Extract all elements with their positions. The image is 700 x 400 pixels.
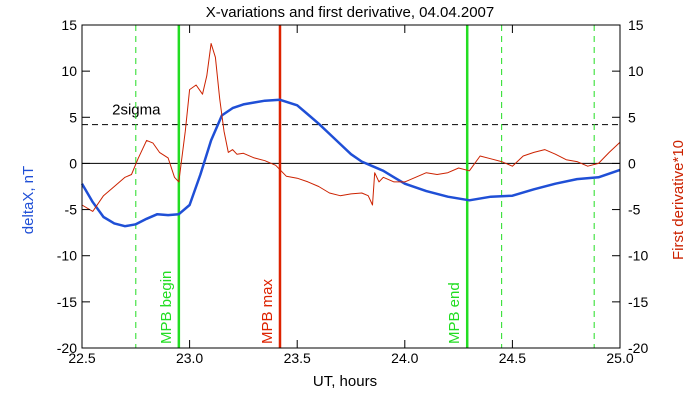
y-tick-label-right-4: -5 (628, 202, 641, 218)
chart-title: X-variations and first derivative, 04.04… (206, 4, 495, 21)
marker-label-0: MPB begin (158, 271, 175, 344)
y-tick-label-left-2: 5 (69, 109, 77, 125)
y-tick-label-left-7: -20 (57, 340, 77, 356)
y-tick-label-left-0: 15 (61, 17, 77, 33)
y-tick-label-left-3: 0 (69, 155, 77, 171)
x-axis-label: UT, hours (313, 373, 377, 390)
plot-frame (81, 24, 621, 349)
x-tick-label-5: 25.0 (606, 350, 633, 366)
series-line-deltaX (80, 98, 621, 228)
y-tick-label-right-6: -15 (628, 294, 648, 310)
y-tick-label-left-1: 10 (61, 63, 77, 79)
y-axis-label-left: deltaX, nT (20, 166, 37, 234)
threshold-label: 2sigma (112, 102, 161, 119)
marker-label-2: MPB end (446, 282, 463, 344)
y-tick-label-right-1: 10 (628, 63, 644, 79)
y-tick-label-left-4: -5 (65, 202, 78, 218)
y-tick-label-left-5: -10 (57, 248, 77, 264)
y-tick-label-right-2: 5 (628, 109, 636, 125)
x-tick-label-2: 23.5 (284, 350, 311, 366)
y-tick-label-right-7: -20 (628, 340, 648, 356)
x-tick-label-3: 24.0 (391, 350, 418, 366)
y-tick-label-right-5: -10 (628, 248, 648, 264)
marker-label-1: MPB max (259, 278, 276, 344)
y-tick-label-left-6: -15 (57, 294, 77, 310)
x-tick-label-1: 23.0 (176, 350, 203, 366)
y-tick-label-right-3: 0 (628, 155, 636, 171)
plot-area: 2sigma MPB begin MPB max MPB end 22.5 23.0 23.… (57, 17, 649, 366)
y-axis-label-right: First derivative*10 (670, 140, 687, 260)
y-tick-label-right-0: 15 (628, 17, 644, 33)
x-tick-label-0: 22.5 (68, 350, 95, 366)
series-line-derivative (81, 43, 621, 212)
x-tick-label-4: 24.5 (499, 350, 526, 366)
